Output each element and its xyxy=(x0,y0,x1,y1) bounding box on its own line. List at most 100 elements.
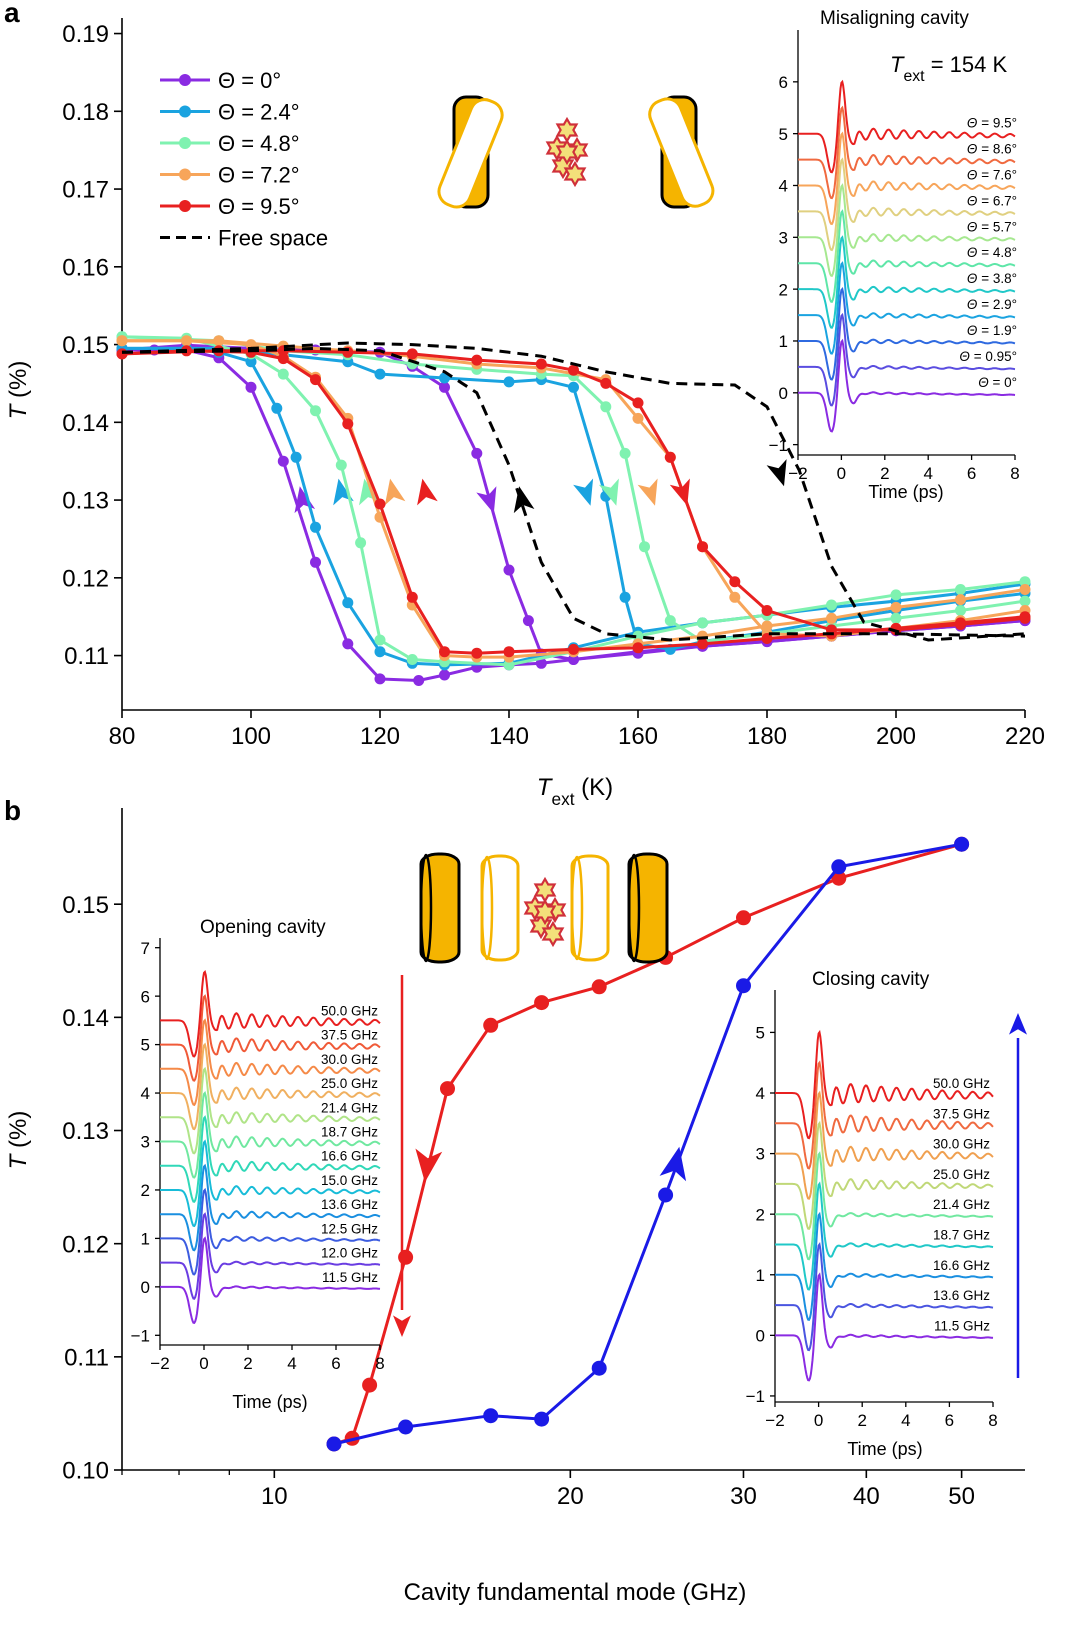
data-point xyxy=(116,348,128,360)
trace-2.9: Θ = 2.9° xyxy=(798,261,1017,355)
trace-12.0-ghz: 12.0 GHz xyxy=(160,1212,381,1300)
trace-21.4-ghz: 21.4 GHz xyxy=(775,1151,994,1261)
data-point xyxy=(697,617,708,629)
x-tick-label: 10 xyxy=(261,1483,288,1510)
x-tick-label: 0 xyxy=(837,464,846,483)
data-point xyxy=(534,995,550,1011)
data-point xyxy=(736,910,751,926)
data-point xyxy=(619,591,631,603)
data-point xyxy=(890,589,902,601)
series-free-space xyxy=(121,341,1026,642)
temperature-annotation-main: T xyxy=(890,52,905,77)
data-point xyxy=(245,381,257,393)
trace-label-value: = 4.8° xyxy=(977,245,1017,260)
trace-label-value: = 1.9° xyxy=(977,323,1017,338)
data-point xyxy=(591,979,607,995)
y-axis-title-main: T xyxy=(5,402,32,419)
outer-left-mirror-icon xyxy=(419,852,461,964)
arrow-heating xyxy=(573,478,594,506)
data-point xyxy=(955,594,966,606)
direction-arrow xyxy=(415,1148,443,1183)
trace-7.6: Θ = 7.6° xyxy=(798,131,1017,226)
data-point xyxy=(522,615,534,627)
data-point xyxy=(1019,584,1031,595)
trace-label: Θ = 3.8° xyxy=(967,271,1017,286)
x-tick-label: 8 xyxy=(988,1411,997,1430)
y-tick-label: 0.14 xyxy=(62,1005,109,1032)
y-tick-label: 0.15 xyxy=(62,332,109,359)
waveform-trace xyxy=(798,235,1016,329)
trace-label-value: = 0° xyxy=(989,375,1017,390)
data-point xyxy=(600,377,612,389)
data-point xyxy=(398,1249,414,1265)
trace-label-value: = 2.9° xyxy=(977,297,1017,312)
data-point xyxy=(658,1187,674,1203)
x-tick-label: 100 xyxy=(231,723,271,750)
x-tick-label: 2 xyxy=(880,464,889,483)
legend-item: Θ = 0° xyxy=(160,68,281,93)
waveform-trace xyxy=(798,105,1016,200)
trace-label-symbol: Θ xyxy=(967,297,978,312)
trace-label: Θ = 9.5° xyxy=(967,116,1017,131)
trace-6.7: Θ = 6.7° xyxy=(798,157,1017,252)
data-point xyxy=(831,870,847,886)
series-line-cooling xyxy=(121,346,1026,642)
trace-18.7-ghz: 18.7 GHz xyxy=(775,1181,994,1291)
legend-label: Θ = 2.4° xyxy=(218,100,300,125)
trace-label: 12.5 GHz xyxy=(321,1221,378,1236)
data-point xyxy=(406,591,418,603)
trace-label: 18.7 GHz xyxy=(933,1227,990,1242)
waveform-trace xyxy=(798,183,1016,278)
crystal-star xyxy=(555,116,579,144)
series-line-heating xyxy=(121,335,1026,644)
waveform-trace xyxy=(798,157,1016,252)
legend-marker xyxy=(179,137,191,149)
legend-label: Θ = 0° xyxy=(218,68,281,93)
inner-right-mirror-icon-body xyxy=(570,854,610,962)
y-tick-label: 4 xyxy=(141,1084,150,1103)
data-point xyxy=(955,619,966,630)
x-tick-label: 4 xyxy=(901,1411,910,1430)
y-tick-label: 4 xyxy=(779,177,788,196)
trace-16.6-ghz: 16.6 GHz xyxy=(775,1211,994,1321)
y-tick-label: 0.16 xyxy=(62,254,109,281)
trace-label-symbol: Θ xyxy=(967,142,978,157)
waveform-trace xyxy=(798,131,1016,226)
x-axis-title: Cavity fundamental mode (GHz) xyxy=(404,1579,747,1606)
y-tick-label: 2 xyxy=(779,280,788,299)
y-tick-label: 0.11 xyxy=(64,643,109,670)
y-tick-label: 3 xyxy=(756,1145,765,1164)
legend-marker xyxy=(179,200,191,212)
data-point xyxy=(374,634,386,646)
data-point xyxy=(535,657,547,669)
x-tick-label: 0 xyxy=(814,1411,823,1430)
x-tick-label: 40 xyxy=(853,1483,880,1510)
legend-label: Θ = 4.8° xyxy=(218,131,300,156)
data-point xyxy=(374,368,386,380)
data-point xyxy=(826,599,837,611)
data-point xyxy=(310,521,321,533)
data-point xyxy=(503,564,515,576)
waveform-trace xyxy=(775,1272,994,1382)
trace-11.5-ghz: 11.5 GHz xyxy=(160,1236,381,1325)
data-point xyxy=(335,459,347,471)
x-axis-title-sub: ext xyxy=(551,789,574,809)
trace-label: Θ = 6.7° xyxy=(967,193,1017,208)
y-tick-label: 0.12 xyxy=(62,565,109,592)
data-point xyxy=(1019,612,1031,624)
x-tick-label: 140 xyxy=(489,723,529,750)
trace-label-value: = 7.6° xyxy=(977,167,1017,182)
trace-label: 16.6 GHz xyxy=(321,1149,378,1164)
data-point xyxy=(736,978,751,994)
right-mirror-icon xyxy=(648,95,715,209)
trace-5.7: Θ = 5.7° xyxy=(798,183,1017,278)
data-point xyxy=(890,612,902,624)
x-tick-label: 80 xyxy=(109,723,136,750)
waveform-trace xyxy=(798,312,1016,407)
data-point xyxy=(955,584,966,595)
waveform-trace xyxy=(775,1029,994,1140)
inset-x-axis-title: Time (ps) xyxy=(868,482,943,502)
data-point xyxy=(439,381,450,393)
series-2.4 xyxy=(116,342,1031,671)
trace-label-value: = 8.6° xyxy=(977,142,1017,157)
